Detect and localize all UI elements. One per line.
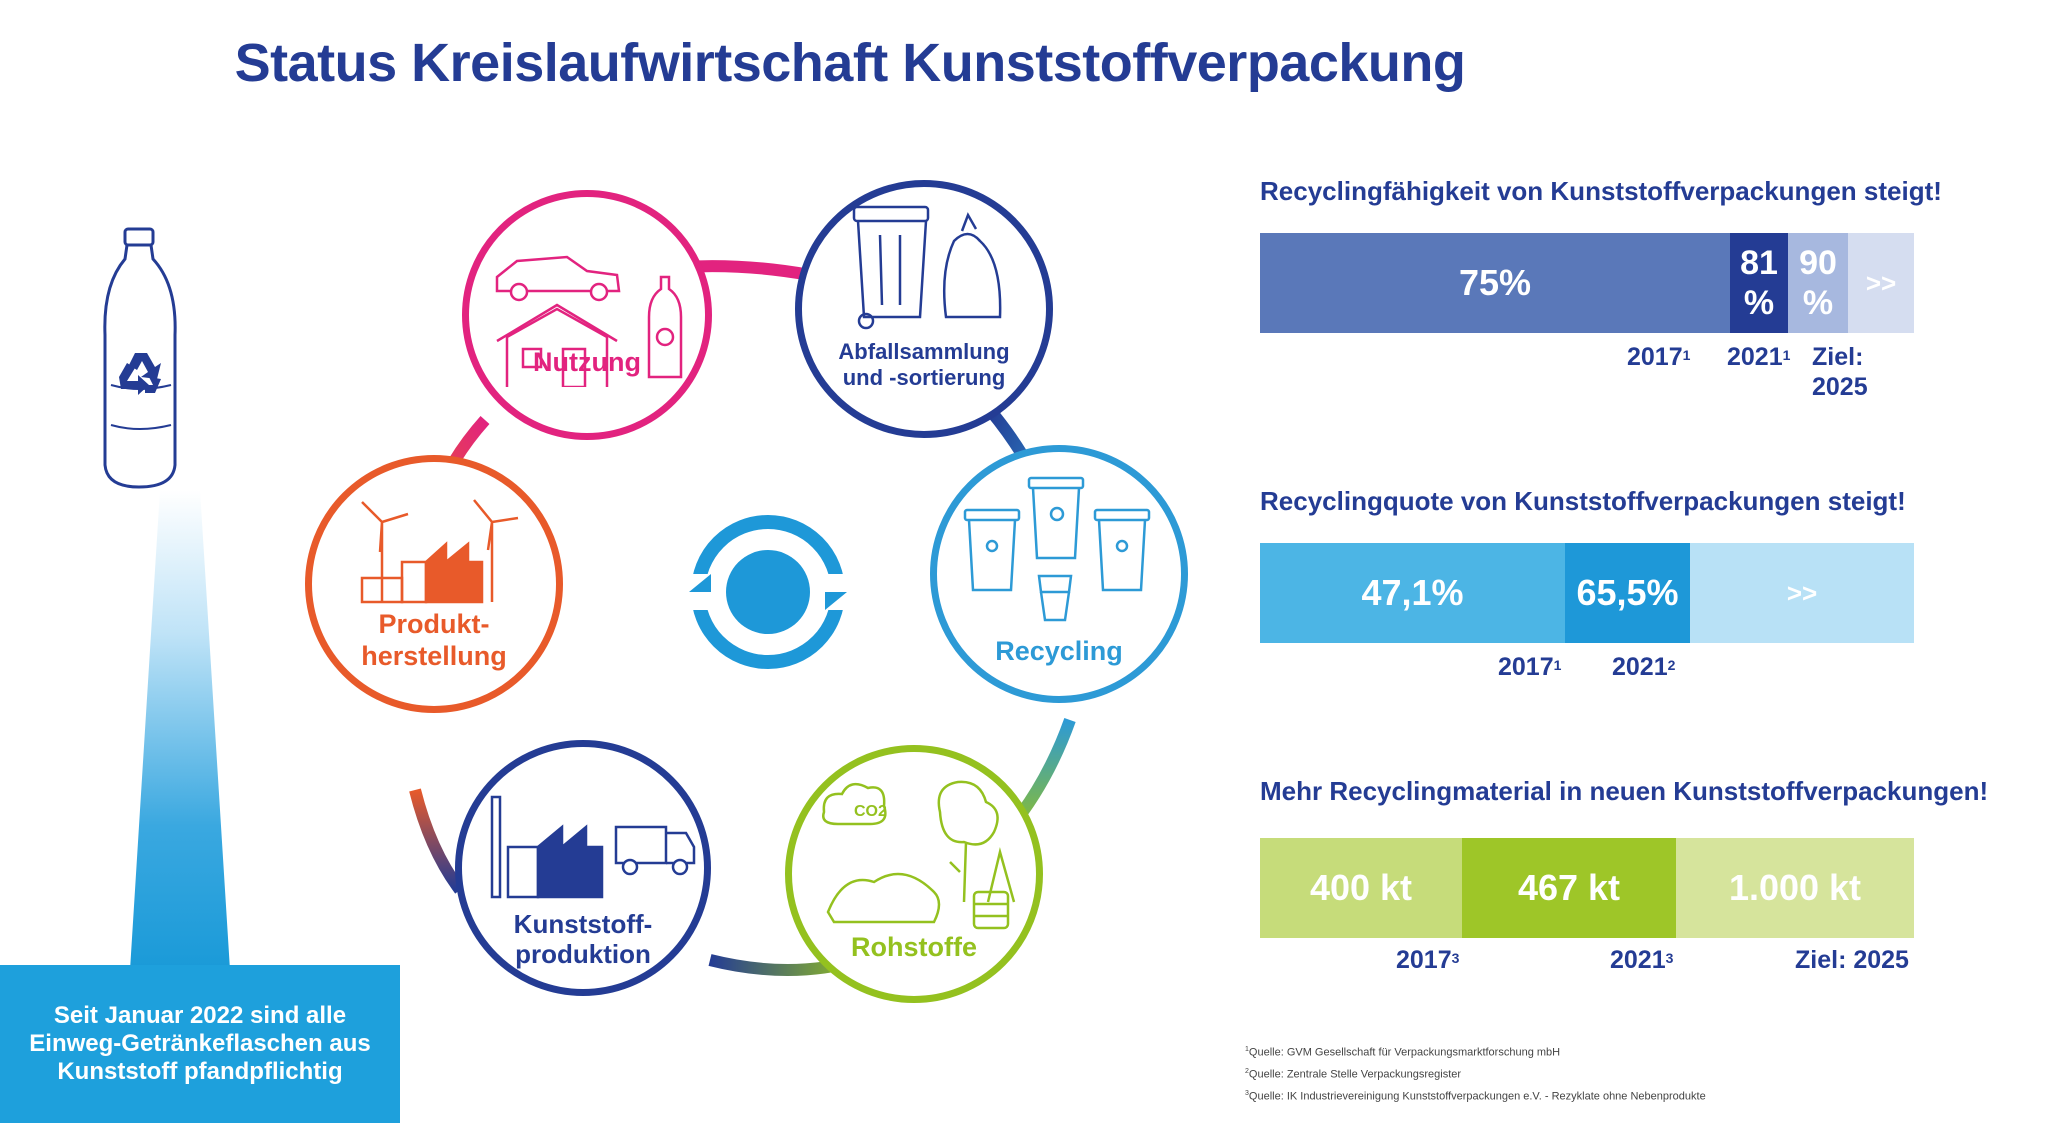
node-label-produktherstellung-2: herstellung — [361, 641, 507, 671]
raw-materials-icon: CO2 — [822, 780, 1016, 930]
chart3-bar-2017: 400 kt — [1260, 838, 1462, 938]
notice-line-3: Kunststoff pfandpflichtig — [57, 1058, 343, 1085]
cycle-node-produktherstellung: Produkt- herstellung — [305, 455, 563, 713]
node-label-abfallsammlung: Abfallsammlung und -sortierung — [802, 339, 1046, 391]
chart3-tick-2021: 20213 — [1610, 946, 1674, 974]
chart2-title: Recyclingquote von Kunststoffverpackunge… — [1260, 486, 1906, 516]
chart2-label-2017: 47,1% — [1361, 572, 1464, 613]
node-label-recycling: Recycling — [995, 636, 1123, 666]
chart1-bar-ziel: 90 % — [1788, 233, 1848, 333]
node-label-abfallsammlung-2: und -sortierung — [842, 365, 1006, 390]
chart3-tick-2017: 20173 — [1396, 946, 1460, 974]
deposit-notice: Seit Januar 2022 sind alle Einweg-Geträn… — [0, 965, 400, 1123]
chart2-tick-2021: 20212 — [1612, 653, 1676, 681]
chart3-bar-ziel: 1.000 kt — [1676, 838, 1914, 938]
chart1-bar-future: >> — [1848, 233, 1914, 333]
chart1-label-future: >> — [1865, 267, 1897, 298]
chart1-bar-2017: 75% — [1260, 233, 1730, 333]
chart3-title: Mehr Recyclingmaterial in neuen Kunststo… — [1260, 776, 1989, 806]
node-label-produktherstellung: Produkt- herstellung — [312, 608, 556, 672]
node-label-kunststoffproduktion-1: Kunststoff- — [513, 909, 653, 939]
node-label-produktherstellung-1: Produkt- — [378, 609, 490, 639]
chart1-label-ziel: 90 % — [1799, 244, 1837, 322]
co2-label: CO2 — [854, 803, 887, 820]
chart3-label-ziel: 1.000 kt — [1728, 867, 1862, 908]
source-3: 3Quelle: IK Industrievereinigung Kunstst… — [1245, 1090, 1706, 1103]
chart2-label-2021: 65,5% — [1576, 572, 1679, 613]
chart1-title: Recyclingfähigkeit von Kunststoffverpack… — [1260, 176, 1942, 206]
node-label-abfallsammlung-1: Abfallsammlung — [838, 339, 1010, 364]
node-label-nutzung: Nutzung — [533, 347, 641, 377]
recycle-cycle-icon — [683, 515, 853, 669]
page-title: Status Kreislaufwirtschaft Kunststoffver… — [234, 33, 1466, 93]
source-1: 1Quelle: GVM Gesellschaft für Verpackung… — [1245, 1046, 1561, 1059]
notice-line-2: Einweg-Getränkeflaschen aus — [29, 1030, 371, 1057]
cycle-node-recycling: Recycling — [930, 445, 1188, 703]
recycling-bins-icon — [963, 476, 1151, 622]
bottle-icon — [103, 227, 177, 489]
factory-truck-icon — [490, 795, 696, 899]
chart1-tick-2021: 20211 — [1727, 343, 1791, 371]
node-label-rohstoffe: Rohstoffe — [851, 932, 977, 962]
light-beam — [130, 490, 230, 970]
node-label-kunststoffproduktion: Kunststoff- produktion — [462, 909, 704, 969]
chart1-label-2017: 75% — [1458, 262, 1532, 303]
usage-icon — [495, 255, 683, 387]
cycle-node-kunststoffproduktion: Kunststoff- produktion — [455, 740, 711, 996]
chart1-bar-2021: 81 % — [1730, 233, 1788, 333]
cycle-node-abfallsammlung: Abfallsammlung und -sortierung — [795, 180, 1053, 438]
chart3-label-2021: 467 kt — [1517, 867, 1621, 908]
chart2-label-future: >> — [1786, 577, 1818, 608]
chart2-bar-2021: 65,5% — [1565, 543, 1690, 643]
chart3-label-2017: 400 kt — [1309, 867, 1413, 908]
chart2-tick-2017: 20171 — [1498, 653, 1562, 681]
chart3-bar-2021: 467 kt — [1462, 838, 1676, 938]
factory-windturbine-icon — [360, 499, 519, 604]
source-2: 2Quelle: Zentrale Stelle Verpackungsregi… — [1245, 1068, 1462, 1081]
cycle-node-nutzung: Nutzung — [462, 190, 712, 440]
notice-line-1: Seit Januar 2022 sind alle — [53, 1002, 347, 1029]
cycle-node-rohstoffe: CO2 Rohstoffe — [785, 745, 1043, 1003]
chart1-tick-2017: 20171 — [1627, 343, 1691, 371]
chart2-bar-2017: 47,1% — [1260, 543, 1565, 643]
chart1-label-2021: 81 % — [1740, 244, 1778, 322]
chart2-bar-future: >> — [1690, 543, 1914, 643]
node-label-kunststoffproduktion-2: produktion — [515, 939, 651, 969]
chart3-tick-ziel: Ziel: 2025 — [1795, 946, 1909, 974]
waste-bin-icon — [852, 205, 1002, 330]
chart1-tick-ziel: Ziel: 2025 — [1812, 343, 1868, 401]
